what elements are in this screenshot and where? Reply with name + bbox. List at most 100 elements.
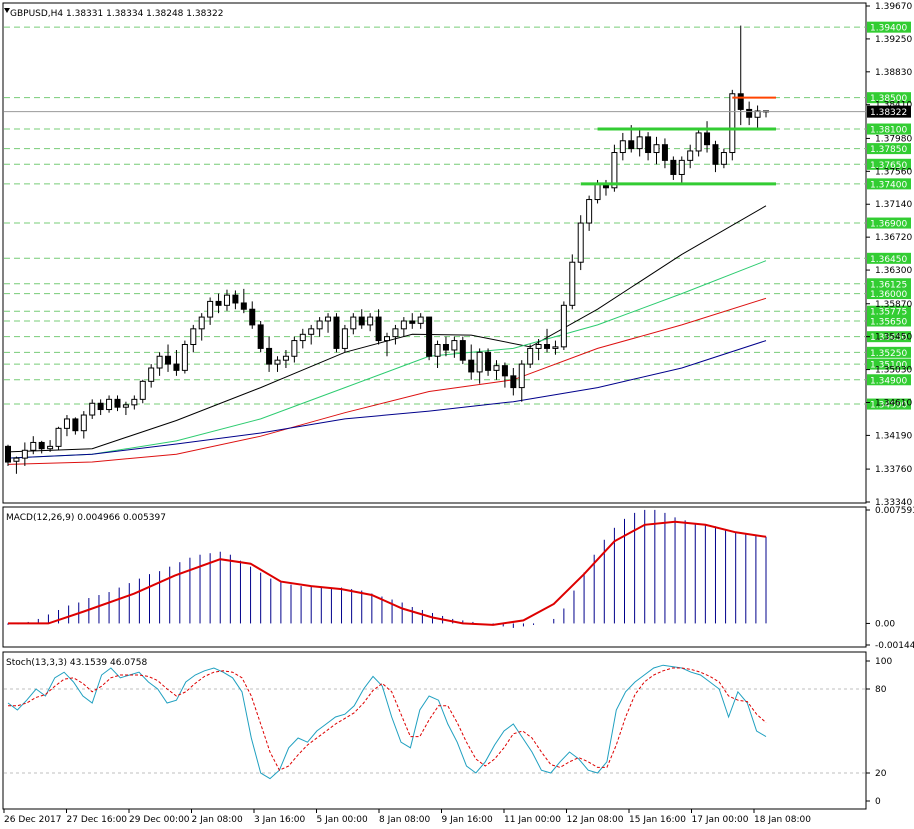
price-axis-label: 1.34190 (875, 431, 912, 441)
candle-body (341, 328, 348, 349)
price-axis-label: 1.33760 (875, 465, 912, 475)
candle-body (375, 316, 382, 342)
candle-body (426, 316, 433, 357)
level-tag: 1.38100 (870, 126, 907, 136)
candle-body (636, 136, 643, 150)
time-axis-label: 11 Jan 00:00 (504, 815, 561, 825)
candle-body (417, 316, 424, 324)
level-tag: 1.34590 (870, 401, 907, 411)
level-tag: 1.35775 (870, 308, 907, 318)
candle-body (156, 355, 163, 369)
stoch-signal-line (8, 667, 767, 771)
candle-body (645, 136, 652, 154)
level-tag: 1.37400 (870, 180, 907, 190)
price-axis-label: 1.35030 (875, 366, 912, 376)
candle-body (434, 344, 441, 357)
level-tag-box (867, 278, 911, 290)
candle-body (687, 150, 694, 161)
level-tag-box (867, 288, 911, 300)
candle-body (97, 402, 104, 411)
candle-body (476, 351, 483, 373)
candle-body (442, 344, 449, 351)
level-tag-box (867, 374, 911, 386)
macd-panel[interactable]: 0.007593 0.00 -0.001444 MACD(12,26,9) 0.00… (2, 506, 914, 651)
candle-body (325, 316, 332, 322)
price-axis-label: 1.35870 (875, 300, 912, 310)
stoch-axis-label: 20 (875, 769, 887, 779)
price-axis: 1.39400 1.38500 1.38100 1.37850 1.37650 1.374… (866, 2, 912, 508)
candle-body (493, 365, 500, 371)
level-tag: 1.35450 (870, 333, 907, 343)
time-axis-label: 12 Jan 08:00 (567, 815, 624, 825)
time-axis-label: 29 Dec 00:00 (129, 815, 190, 825)
stoch-main-line (7, 664, 767, 780)
candle-body (223, 294, 230, 306)
price-panel[interactable]: 1.39400 1.38500 1.38100 1.37850 1.37650 1.374… (2, 2, 912, 508)
candle-body (619, 140, 626, 154)
candle-body (181, 344, 188, 371)
time-axis-label: 9 Jan 16:00 (442, 815, 494, 825)
candle-body (350, 316, 357, 330)
macd-axis-label: -0.001444 (875, 641, 914, 651)
candle-body (485, 351, 492, 371)
level-tag-box (867, 158, 911, 170)
time-axis-label: 26 Dec 2017 (4, 815, 62, 825)
time-axis: 26 Dec 2017 27 Dec 16:00 29 Dec 00:00 2 Jan… (3, 809, 811, 825)
candle-body (392, 328, 399, 338)
level-tag: 1.35100 (870, 361, 907, 371)
time-axis-label: 3 Jan 16:00 (254, 815, 306, 825)
price-axis-label: 1.37560 (875, 167, 912, 177)
time-axis-label: 27 Dec 16:00 (67, 815, 128, 825)
candle-body (544, 344, 551, 349)
candle-body (63, 418, 70, 429)
level-tag-box (867, 315, 911, 327)
candle-body (611, 152, 618, 189)
price-axis-label: 1.34610 (875, 398, 912, 408)
candle-body (518, 363, 525, 389)
level-tag: 1.36000 (870, 290, 907, 300)
stoch-content (4, 664, 866, 780)
price-axis-label: 1.39250 (875, 35, 912, 45)
candle-body (232, 294, 239, 304)
candle-body (106, 398, 113, 411)
price-axis-label: 1.36300 (875, 266, 912, 276)
candle-body (47, 445, 54, 450)
stoch-axis-label: 0 (875, 797, 881, 807)
price-panel-header: GBPUSD,H4 1.38331 1.38334 1.38248 1.3832… (10, 9, 223, 19)
candle-body (165, 355, 172, 365)
candle-body (577, 222, 584, 263)
candle-body (720, 152, 727, 165)
time-axis-label: 18 Jan 08:00 (754, 815, 811, 825)
stoch-axis: 100 80 20 0 (866, 657, 892, 807)
candle-body (653, 144, 660, 154)
candle-body (21, 449, 28, 459)
level-tag: 1.34900 (870, 376, 907, 386)
candle-body (552, 346, 559, 349)
level-tag: 1.35250 (870, 349, 907, 359)
candle-body (712, 144, 719, 165)
level-tag: 1.39400 (870, 24, 907, 34)
level-tag-box (867, 398, 911, 410)
candle-body (678, 159, 685, 175)
stoch-panel[interactable]: 100 80 20 0 Stoch(13,3,3) 43.1539 46.0758 (2, 651, 892, 810)
candle-body (13, 457, 20, 462)
candle-body (468, 359, 475, 373)
price-axis-label: 1.33340 (875, 498, 912, 508)
candle-body (122, 404, 129, 408)
candle-body (527, 347, 534, 365)
candle-body (569, 261, 576, 306)
macd-axis-label: 0.007593 (875, 506, 914, 516)
candle-body (198, 316, 205, 330)
candle-body (308, 328, 315, 335)
candle-body (139, 380, 146, 400)
candle-body (207, 300, 214, 318)
moving-average-line (7, 297, 767, 465)
time-axis-label: 8 Jan 08:00 (379, 815, 431, 825)
macd-panel-header: MACD(12,26,9) 0.004966 0.005397 (6, 513, 166, 523)
candle-body (333, 316, 340, 349)
level-tag: 1.37850 (870, 145, 907, 155)
candle-body (299, 333, 306, 342)
level-tag: 1.38500 (870, 94, 907, 104)
candle-body (131, 398, 138, 406)
stoch-axis-label: 80 (875, 685, 887, 695)
